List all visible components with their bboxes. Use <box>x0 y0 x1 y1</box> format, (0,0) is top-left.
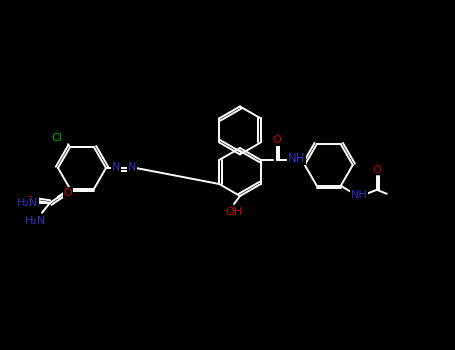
Text: O: O <box>64 188 72 198</box>
Text: NH: NH <box>288 152 306 164</box>
Text: N: N <box>112 162 120 172</box>
Text: Cl: Cl <box>51 133 62 143</box>
Text: O: O <box>273 135 281 145</box>
Text: H₂N: H₂N <box>17 198 39 208</box>
Text: O: O <box>372 165 381 175</box>
Text: H₂N: H₂N <box>25 216 46 226</box>
Text: O: O <box>25 196 35 206</box>
Text: OH: OH <box>225 207 243 217</box>
Text: NH: NH <box>350 190 367 200</box>
Text: N: N <box>128 162 136 172</box>
